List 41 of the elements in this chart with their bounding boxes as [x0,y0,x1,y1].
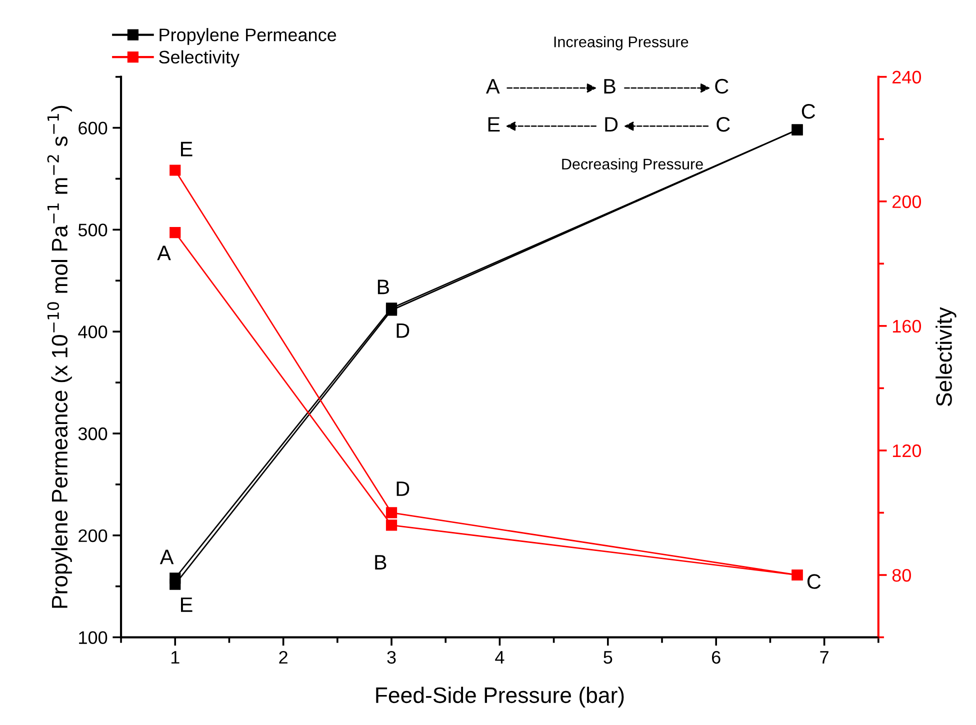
y-tick-label: 600 [78,122,108,135]
annotation: A [157,246,171,260]
annotation: B [378,280,390,294]
x-tick-label: 6 [712,650,720,664]
legend-label: Selectivity [159,50,240,68]
y2-tick-label: 120 [892,444,922,458]
y2-tick-label: 200 [892,195,922,208]
x-axis-title: Feed-Side Pressure (bar) [376,686,624,708]
annotation: A [486,79,500,94]
x-tick-label: 2 [279,650,288,664]
annotation: A [160,550,174,564]
x-tick-label: 1 [171,651,180,664]
annotation: D [396,323,410,338]
annotation: C [802,104,816,119]
x-tick-label: 7 [820,651,828,664]
y-tick-label: 300 [78,427,108,440]
y2-axis-title: Selectivity [936,307,956,406]
annotation: E [180,142,192,156]
annotation: B [604,79,616,94]
annotation: C [716,117,730,132]
annotation: C [807,574,821,589]
annotation: C [715,78,728,94]
y2-tick-label: 240 [892,70,922,84]
y-tick-label: 500 [78,224,108,236]
x-tick-label: 5 [604,651,612,664]
y-tick-label: 100 [79,631,108,644]
text: Increasing Pressure [554,36,688,50]
annotation: B [375,555,386,570]
y2-tick-label: 160 [892,320,922,333]
legend-label: Propylene Permeance [160,28,336,45]
y-tick-label: 200 [78,529,108,542]
y-tick-label: 400 [78,326,108,338]
text: Propylene Permeance (x 10$^{−10}$ mol Pa$^{−1}$ m$^{−2}$ s$^{−1}$) [47,106,72,608]
annotation: E [180,598,192,612]
annotation: E [488,117,500,132]
x-tick-label: 4 [495,651,504,664]
x-tick-label: 3 [387,650,396,664]
annotation: Decreasing Pressure [562,158,703,173]
y2-tick-label: 80 [892,568,911,582]
annotation: D [396,482,410,496]
annotation: D [605,117,618,132]
